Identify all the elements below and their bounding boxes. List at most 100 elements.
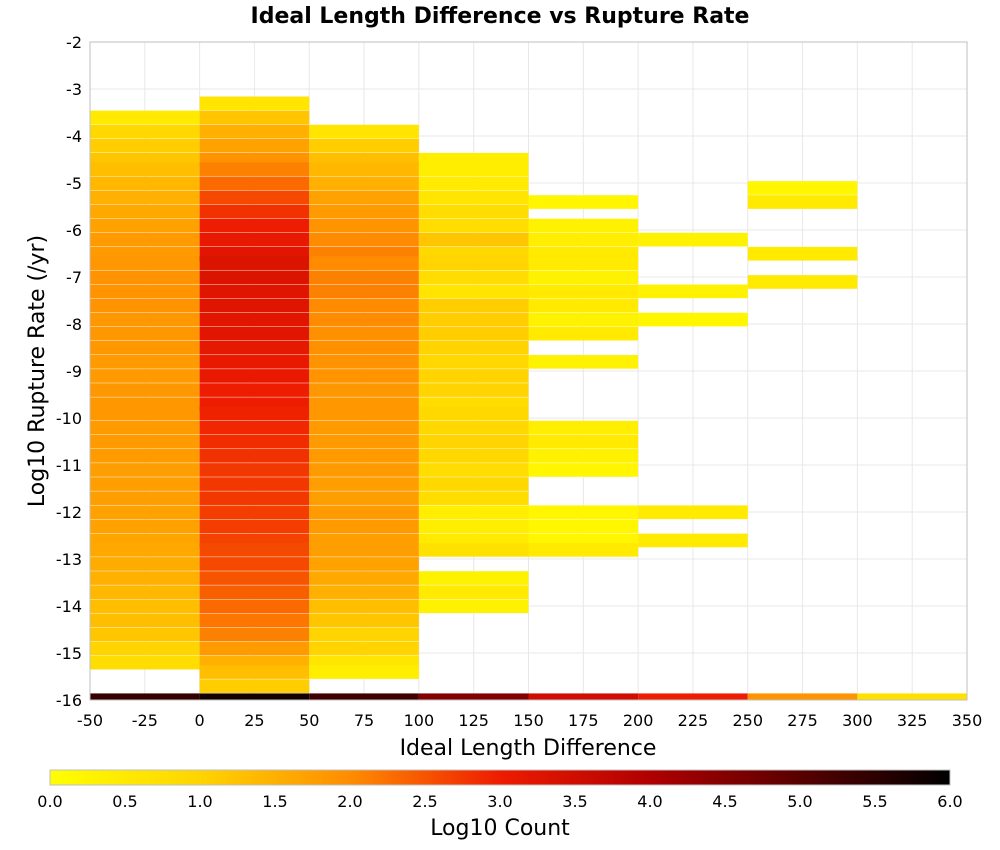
heatmap-cell (199, 284, 310, 299)
heatmap-cell (638, 284, 748, 299)
heatmap-cell (90, 176, 200, 191)
heatmap-cell (309, 665, 419, 679)
heatmap-cell (90, 110, 200, 125)
heatmap-cell (528, 543, 639, 557)
x-tick-label: 350 (952, 711, 983, 730)
y-tick-label: -12 (56, 503, 82, 522)
colorbar-tick-label: 3.5 (562, 792, 587, 811)
heatmap-cell (309, 270, 419, 285)
colorbar-label: Log10 Count (430, 816, 570, 841)
heatmap-cell (418, 176, 529, 191)
heatmap-cell (90, 627, 200, 642)
heatmap-cell (199, 627, 310, 642)
heatmap-cell (418, 505, 529, 520)
heatmap-cell (90, 355, 200, 369)
heatmap-cell (199, 463, 310, 477)
y-tick-label: -8 (66, 315, 82, 334)
heatmap-cell (418, 406, 529, 421)
heatmap-cell (309, 627, 419, 642)
heatmap-cell (418, 232, 529, 247)
heatmap-cell (90, 369, 200, 383)
heatmap-cell (90, 298, 200, 313)
heatmap-cell (90, 138, 200, 153)
heatmap-cell (90, 406, 200, 421)
heatmap-cell (309, 232, 419, 247)
heatmap-cell (309, 585, 419, 599)
heatmap-cell (528, 519, 639, 534)
heatmap-cell (418, 383, 529, 397)
heatmap-cell (90, 571, 200, 585)
heatmap-cell (747, 275, 858, 289)
heatmap-cell (309, 599, 419, 614)
x-tick-label: -25 (132, 711, 158, 730)
heatmap-cell (309, 312, 419, 327)
heatmap-cell (90, 124, 200, 139)
x-tick-label: 125 (458, 711, 489, 730)
y-tick-label: -14 (56, 597, 82, 616)
heatmap-cell (199, 138, 310, 153)
heatmap-cell (90, 326, 200, 341)
heatmap-cell (199, 124, 310, 139)
heatmap-cell (418, 204, 529, 219)
heatmap-cell (199, 505, 310, 520)
heatmap-cell (309, 218, 419, 233)
heatmap-cell (309, 284, 419, 299)
heatmap-cell (199, 204, 310, 219)
y-tick-label: -4 (66, 127, 82, 146)
colorbar-tick-label: 1.0 (187, 792, 212, 811)
heatmap-cell (638, 312, 748, 327)
heatmap-cell (638, 505, 748, 520)
heatmap-cell (418, 340, 529, 355)
heatmap-cell (199, 190, 310, 205)
heatmap-cell (309, 406, 419, 421)
y-tick-label: -5 (66, 174, 82, 193)
heatmap-cell (309, 124, 419, 139)
heatmap-cell (309, 369, 419, 383)
y-tick-label: -3 (66, 80, 82, 99)
heatmap-cell (418, 519, 529, 534)
x-tick-label: 50 (299, 711, 319, 730)
colorbar-tick-label: 6.0 (937, 792, 962, 811)
heatmap-cell-bottom (90, 693, 200, 700)
x-tick-label: 325 (897, 711, 928, 730)
heatmap-cell (90, 312, 200, 327)
heatmap-cell (90, 641, 200, 656)
heatmap-cell (418, 298, 529, 313)
heatmap-cell (418, 463, 529, 477)
colorbar-tick-label: 5.0 (787, 792, 812, 811)
heatmap-cell (90, 190, 200, 205)
x-tick-label: 25 (244, 711, 264, 730)
heatmap-cell (418, 355, 529, 369)
heatmap-cell (309, 138, 419, 153)
heatmap-cell-bottom (418, 693, 529, 700)
heatmap-cell (309, 543, 419, 557)
heatmap-cell (528, 355, 639, 369)
heatmap-cell (309, 190, 419, 205)
heatmap-cell (309, 298, 419, 313)
heatmap-cell-bottom (528, 693, 639, 700)
heatmap-cell (199, 420, 310, 435)
x-tick-label: 0 (195, 711, 205, 730)
heatmap-cell (418, 218, 529, 233)
heatmap-cell (90, 477, 200, 491)
heatmap-cell (528, 195, 639, 209)
heatmap-cell (90, 655, 200, 670)
colorbar-tick-label: 2.5 (412, 792, 437, 811)
heatmap-cell (528, 270, 639, 285)
heatmap-cell (638, 232, 748, 247)
y-tick-label: -7 (66, 268, 82, 287)
heatmap-cell (199, 312, 310, 327)
heatmap-cell (309, 176, 419, 191)
heatmap-cell (199, 340, 310, 355)
heatmap-cell (418, 434, 529, 449)
heatmap-cell (528, 218, 639, 233)
heatmap-cell (90, 613, 200, 628)
x-tick-label: 250 (732, 711, 763, 730)
heatmap-cell (309, 204, 419, 219)
heatmap-cell (90, 340, 200, 355)
heatmap-cell (528, 505, 639, 520)
heatmap-cell (418, 190, 529, 205)
heatmap-cell (90, 218, 200, 233)
heatmap-cell (199, 406, 310, 421)
colorbar (49, 769, 951, 786)
